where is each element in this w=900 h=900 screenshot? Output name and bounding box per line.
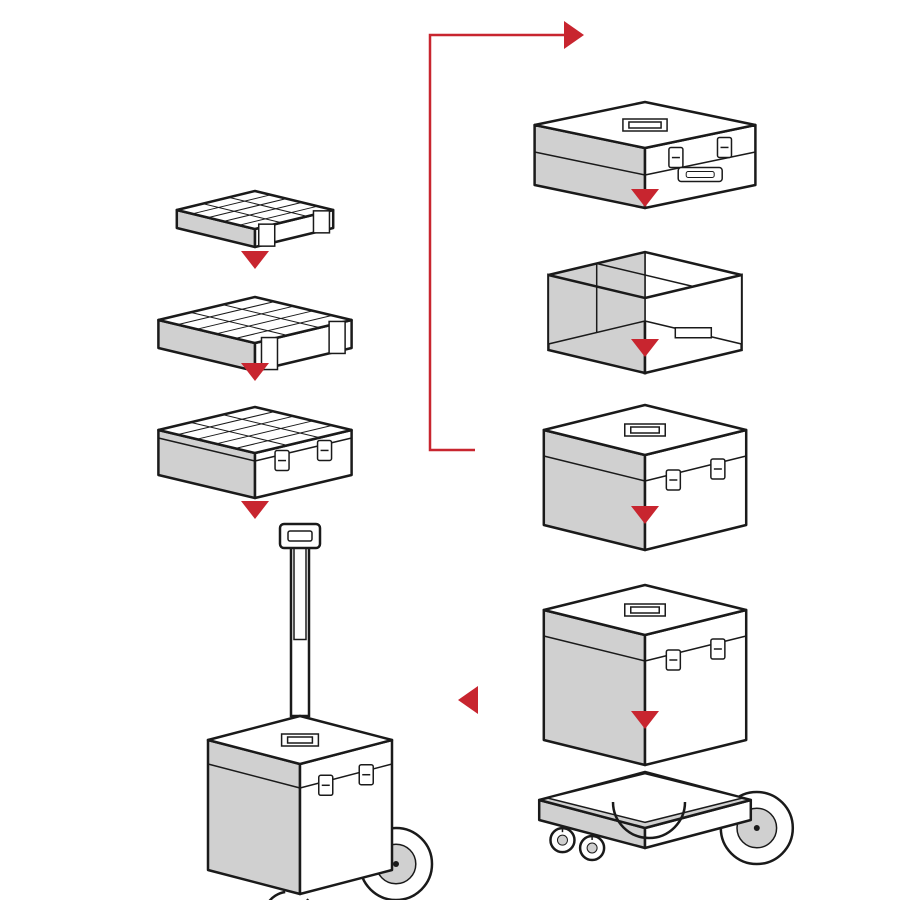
flow-arrow	[458, 686, 478, 714]
case-slim	[158, 407, 351, 498]
flow-arrow	[241, 251, 269, 269]
toolbox-large	[544, 585, 746, 765]
flow-arrow	[241, 501, 269, 519]
rolling-toolbox	[208, 524, 432, 900]
flow-arrow	[564, 21, 584, 49]
connector-line	[430, 35, 570, 450]
tray-medium	[158, 297, 351, 371]
flow-arrow	[241, 363, 269, 381]
stacking-diagram	[0, 0, 900, 900]
platform-cart	[539, 772, 793, 864]
tray-small	[177, 191, 333, 247]
toolbox-medium	[544, 405, 746, 550]
